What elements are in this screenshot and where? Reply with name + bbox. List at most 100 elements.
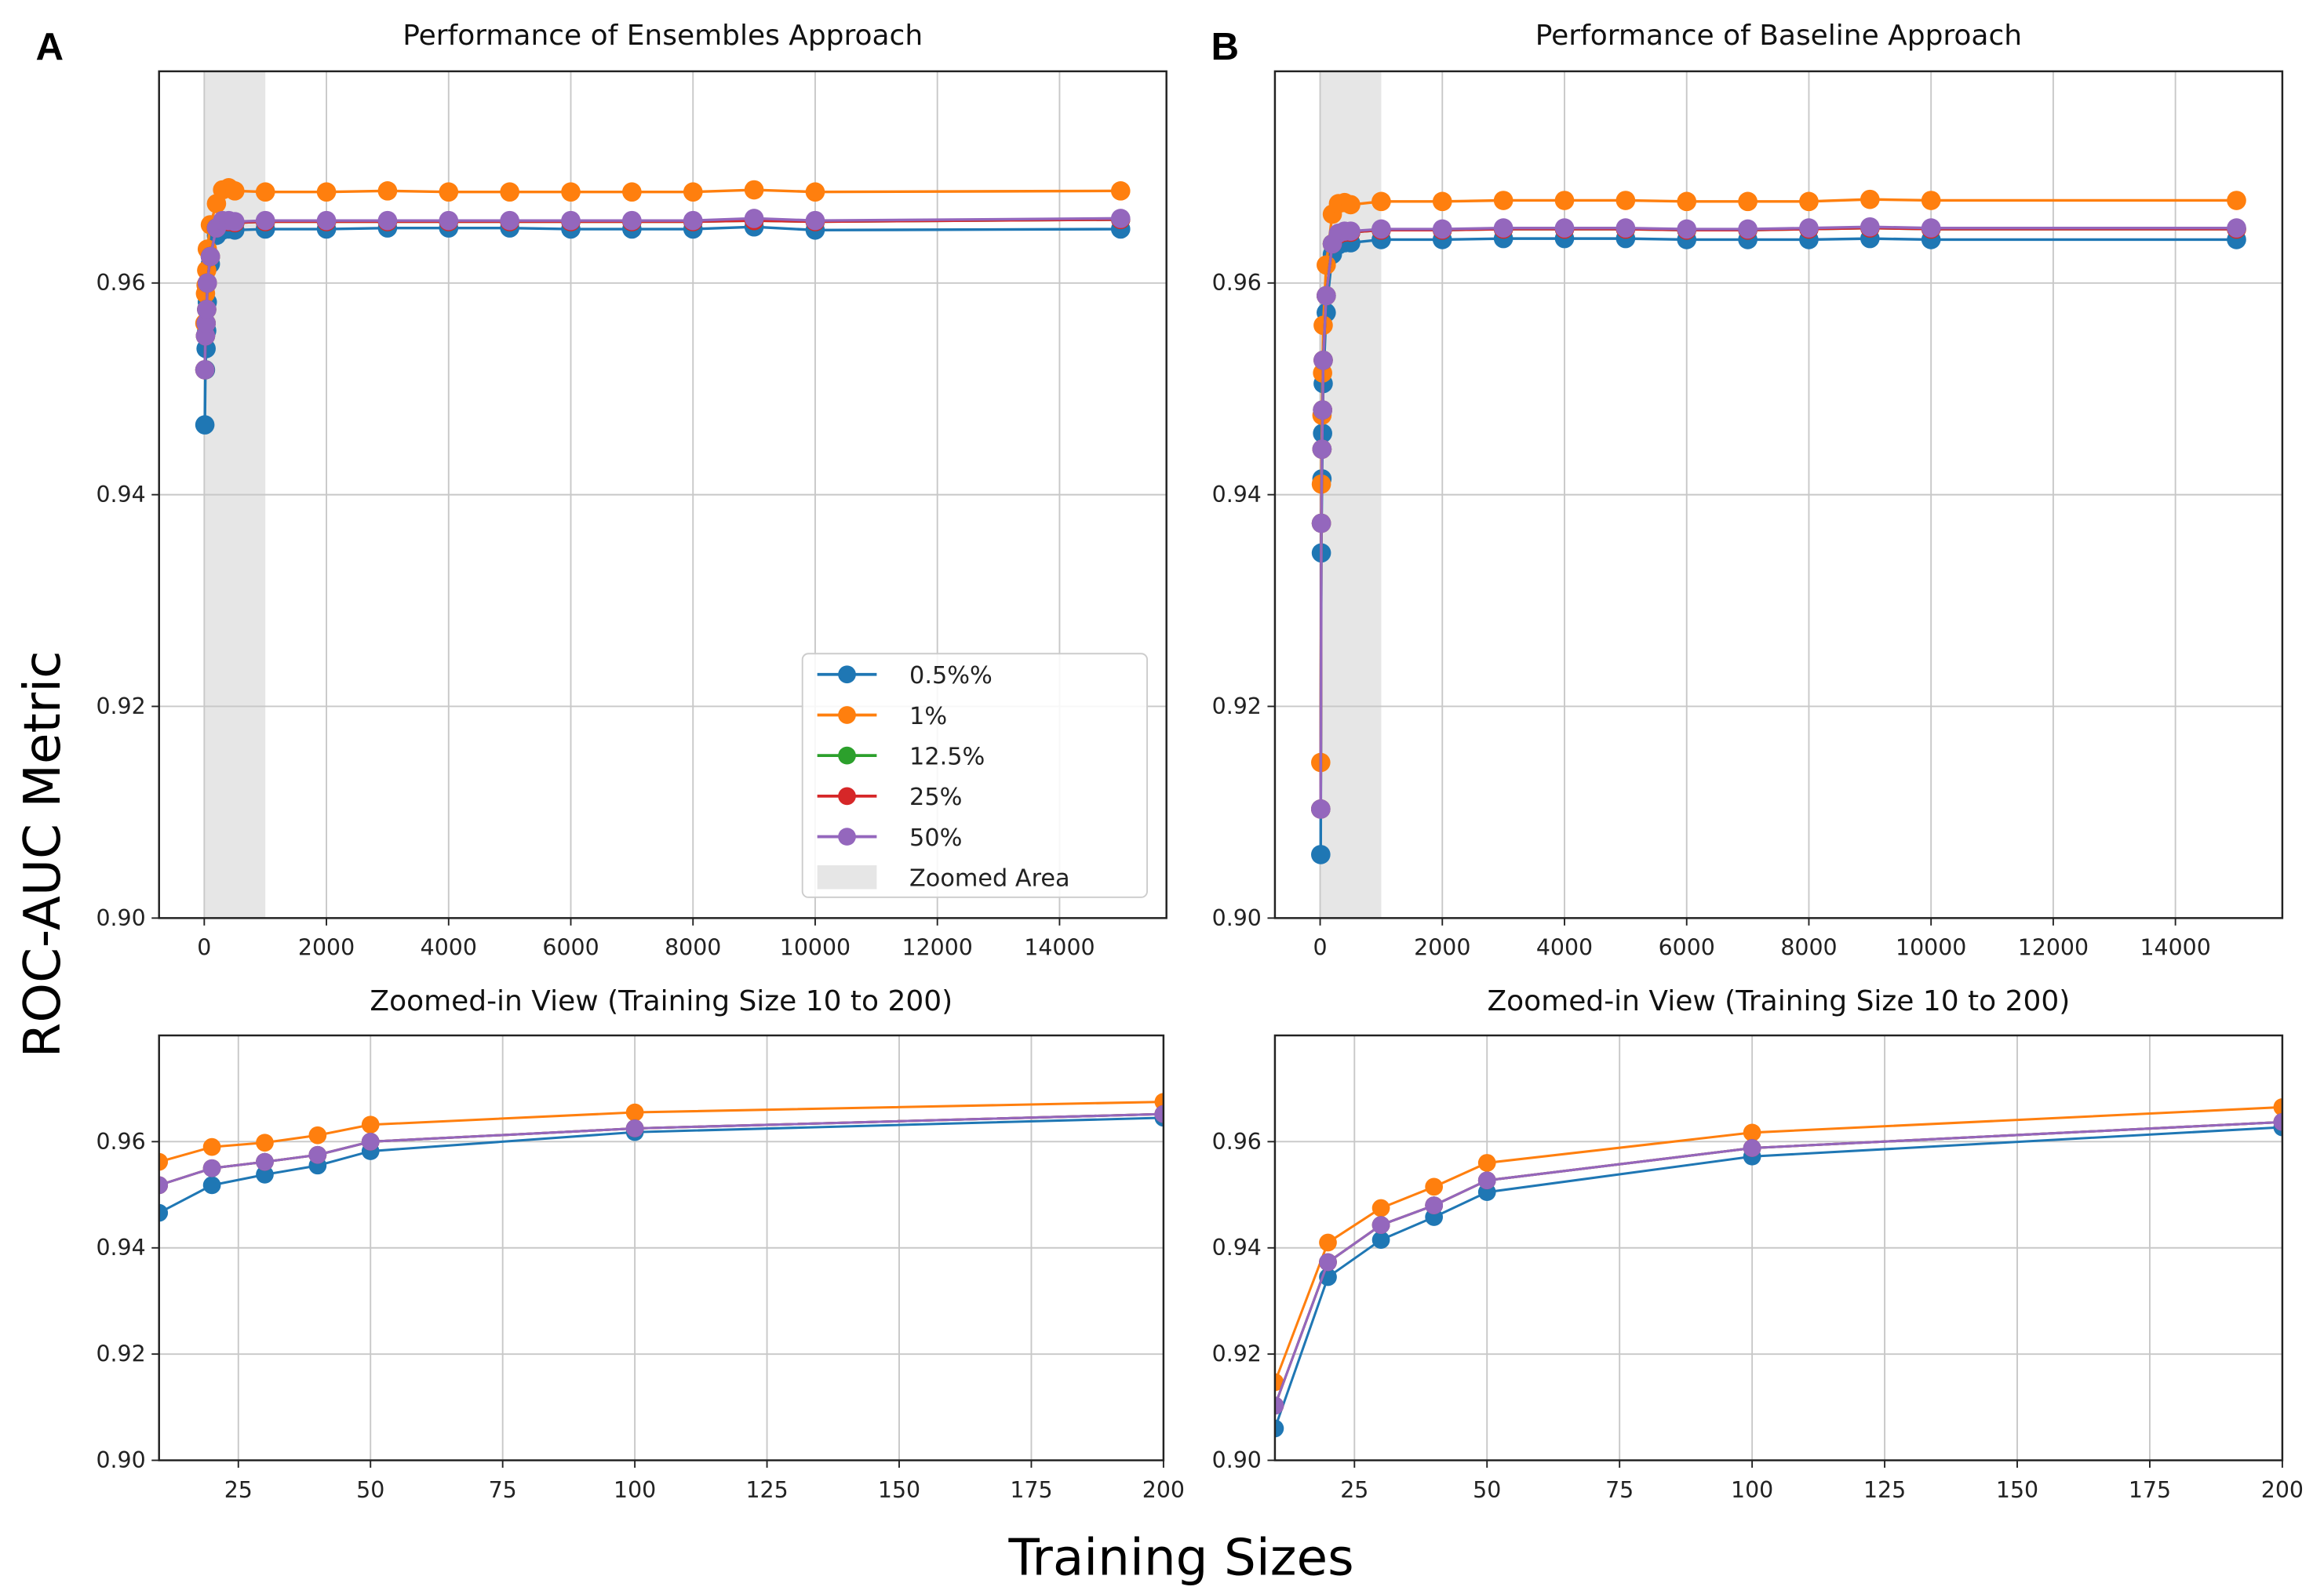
data-point [744,209,764,228]
y-tick-label: 0.96 [96,270,145,296]
data-point [500,182,519,202]
panel-letter-b: B [1211,25,1239,68]
data-point [195,415,215,435]
series-line-50 [158,1112,1164,1187]
data-point [1554,218,1575,238]
data-point [625,1119,644,1137]
data-point [805,182,825,202]
data-point [500,210,519,231]
x-tick-label: 100 [1731,1477,1773,1503]
y-tick-label: 0.92 [1212,693,1262,719]
data-point [1799,218,1819,238]
data-point [158,1203,169,1222]
data-point [1311,799,1331,819]
x-tick-label: 8000 [665,935,721,961]
legend-label: 0.5%% [909,662,993,690]
data-point [1274,1419,1284,1438]
y-tick-label: 0.94 [1212,1235,1262,1261]
panel-b: Performance of Baseline Approach 0 2000 400… [1212,20,2284,961]
data-point [158,1152,169,1171]
data-point [2227,191,2246,210]
series-group [1274,1097,2282,1438]
series-group [1311,189,2246,864]
data-point [1477,1154,1496,1172]
x-tick-label: 0 [197,935,211,961]
series-line-25 [203,218,1121,370]
axes-frame [1273,1034,2284,1461]
data-point [1341,195,1361,215]
x-tick-label: 12000 [902,935,973,961]
panel-a-zoom: Zoomed-in View (Training Size 10 to 200)… [96,985,1185,1503]
data-point [1110,209,1131,228]
data-point [2227,218,2246,238]
data-point [195,360,215,380]
x-tick-label: 8000 [1780,935,1837,961]
series-line-25 [1274,1120,2282,1407]
data-point [197,300,217,319]
data-point [255,210,275,231]
series-line-1 [1274,1105,2282,1383]
data-point [1313,315,1333,336]
legend-marker [838,746,856,765]
series-line-25 [158,1112,1164,1187]
x-tick-label: 4000 [421,935,477,961]
legend-box [801,653,1149,898]
data-point [1921,191,1941,210]
x-tick-label: 75 [1605,1477,1634,1503]
data-point [1371,191,1391,212]
x-tick-label: 12000 [2018,935,2089,961]
data-point [308,1126,327,1145]
data-point [1154,1105,1164,1123]
data-point [1110,181,1131,201]
data-point [1738,219,1758,239]
panel-a: Performance of Ensembles Approach 0 2000 40… [96,20,1167,961]
axes-frame [158,1034,1165,1461]
series-line-12.5 [1274,1120,2282,1407]
data-point [377,181,398,201]
x-tick-label: 125 [1863,1477,1906,1503]
y-axis-label: ROC-AUC Metric [13,650,72,1057]
data-point [1274,1396,1284,1415]
panel-title: Performance of Baseline Approach [1535,20,2022,52]
x-tick-label: 25 [1340,1477,1368,1503]
data-point [1312,439,1332,459]
x-tick-label: 14000 [1024,935,1095,961]
series-group [195,178,1131,435]
legend-label: 50% [909,824,962,852]
data-point [1554,191,1575,210]
series-line-0.5 [1274,1126,2282,1429]
x-tick-label: 150 [878,1477,920,1503]
series-line-25 [1319,226,2237,810]
y-tick-label: 0.96 [1212,1129,1262,1155]
y-tick-label: 0.92 [96,1341,145,1367]
legend-span-swatch [817,865,877,890]
y-tick-label: 0.94 [96,1235,145,1261]
data-point [202,1159,221,1177]
series-group [158,1093,1164,1222]
x-tick-label: 2000 [1414,935,1470,961]
data-point [1311,513,1331,533]
x-tick-label: 4000 [1536,935,1593,961]
panel-letter-a: A [36,25,64,68]
data-point [1799,191,1819,212]
data-point [1425,1177,1444,1196]
data-point [1921,218,1941,238]
x-tick-label: 175 [2129,1477,2171,1503]
legend: 0.5%% 1% 12.5% 25% 50% Zoomed Area [801,653,1149,898]
data-point [196,313,216,333]
data-point [805,210,825,231]
y-tick-label: 0.94 [1212,482,1262,508]
y-tick-label: 0.94 [96,482,145,508]
data-point [2273,1112,2282,1131]
legend-label: 25% [909,784,962,811]
y-tick-label: 0.92 [1212,1341,1262,1367]
x-tick-label: 10000 [780,935,851,961]
x-tick-label: 75 [489,1477,517,1503]
data-point [1432,191,1452,212]
data-point [1319,1253,1337,1272]
x-tick-label: 50 [1473,1477,1501,1503]
data-point [1616,191,1636,210]
data-point [1371,1216,1390,1235]
data-point [316,182,337,202]
